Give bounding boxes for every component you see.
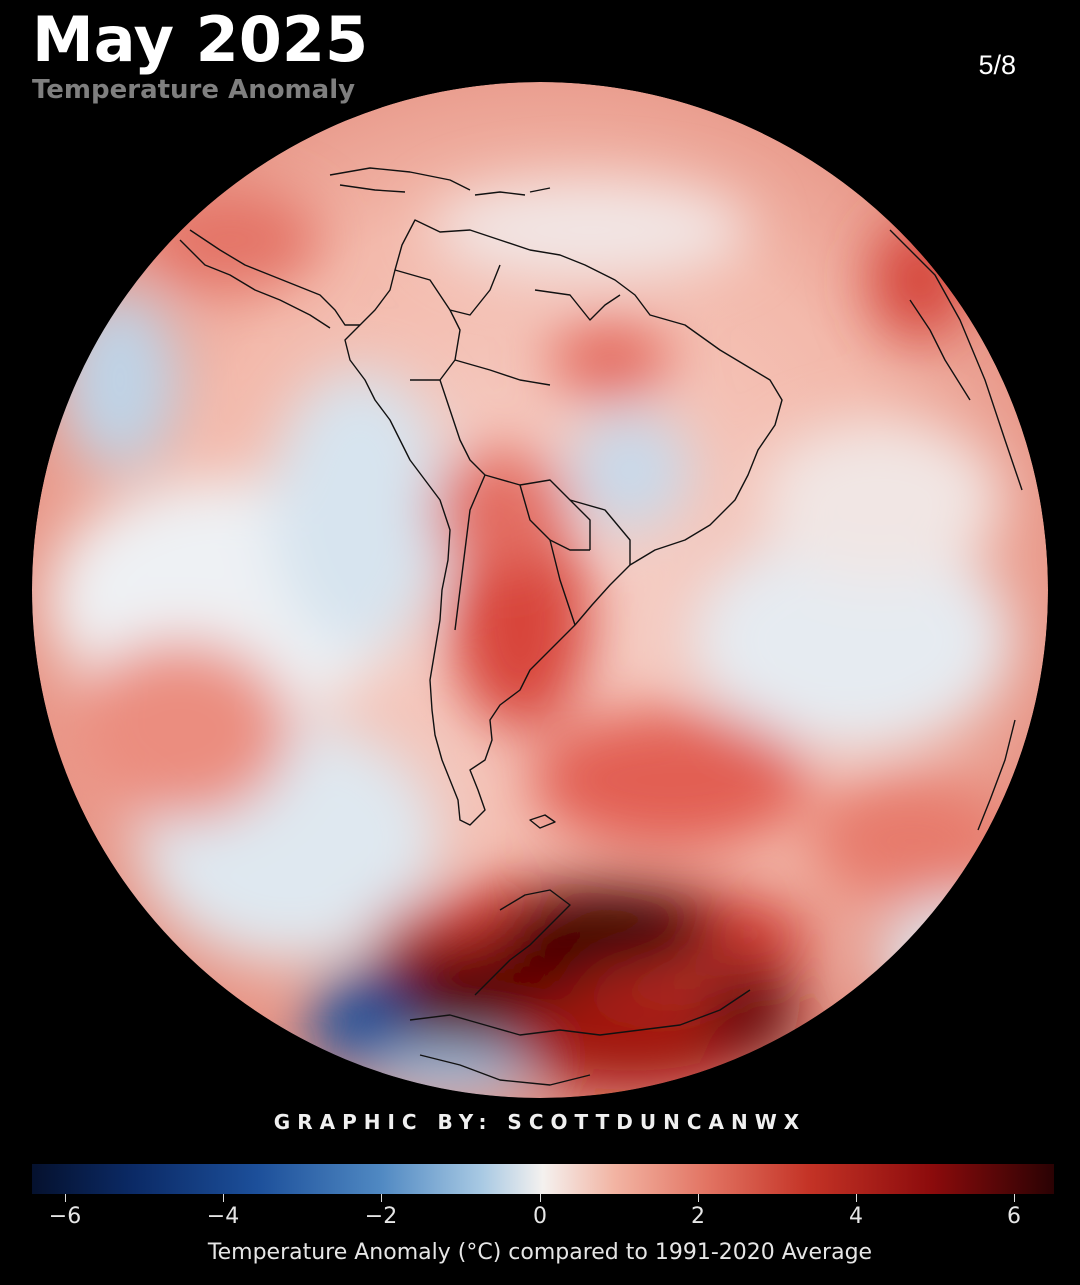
colorbar: −6 −4 −2 0 2 4 6 Temperature Anomaly (°C…	[0, 1160, 1080, 1285]
colorbar-tick-label: 6	[1007, 1204, 1021, 1229]
page-counter: 5/8	[978, 50, 1016, 80]
credit-text: GRAPHIC BY: SCOTTDUNCANWX	[273, 1110, 807, 1134]
colorbar-tick-label: 4	[849, 1204, 863, 1229]
colorbar-tick	[223, 1194, 224, 1202]
colorbar-tick	[540, 1194, 541, 1202]
colorbar-tick-label: 0	[533, 1204, 547, 1229]
colorbar-label: Temperature Anomaly (°C) compared to 199…	[207, 1240, 873, 1265]
colorbar-tick	[856, 1194, 857, 1202]
colorbar-tick	[698, 1194, 699, 1202]
colorbar-gradient	[32, 1164, 1054, 1194]
colorbar-tick-label: −2	[364, 1204, 398, 1229]
colorbar-tick-label: 2	[691, 1204, 705, 1229]
colorbar-tick	[1014, 1194, 1015, 1202]
page-title: May 2025	[32, 3, 369, 76]
colorbar-tick	[381, 1194, 382, 1202]
colorbar-tick	[65, 1194, 66, 1202]
globe-map	[32, 82, 1048, 1098]
colorbar-tick-label: −4	[206, 1204, 240, 1229]
colorbar-tick-label: −6	[48, 1204, 82, 1229]
coastlines	[179, 167, 1023, 1086]
page-subtitle: Temperature Anomaly	[32, 75, 356, 105]
anomaly-field	[50, 180, 1040, 1095]
